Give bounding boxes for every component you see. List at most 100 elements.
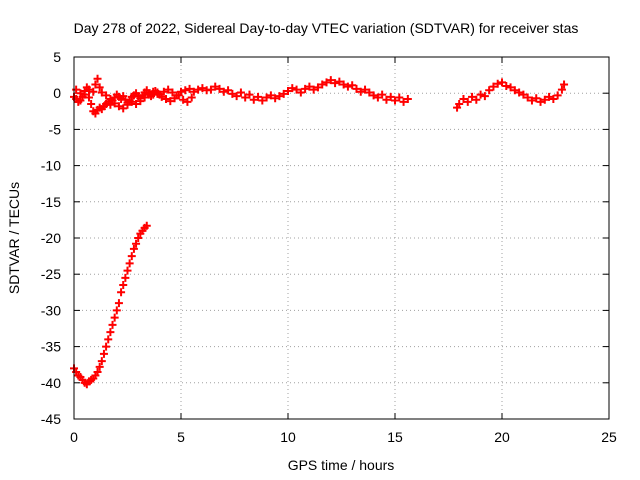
data-point — [279, 89, 288, 98]
data-point — [84, 93, 93, 102]
data-point — [127, 252, 136, 261]
data-point — [532, 94, 541, 103]
data-point — [97, 357, 106, 366]
y-tick-label: -25 — [41, 266, 61, 282]
data-point — [89, 87, 98, 96]
data-point — [348, 81, 357, 90]
data-point — [326, 76, 335, 85]
chart-title: Day 278 of 2022, Sidereal Day-to-day VTE… — [74, 20, 579, 36]
data-point — [241, 93, 250, 102]
data-point — [523, 93, 532, 102]
data-point — [339, 80, 348, 89]
data-point — [498, 78, 506, 87]
data-point — [275, 92, 284, 101]
data-point — [236, 88, 245, 97]
data-point — [553, 91, 562, 100]
data-point — [144, 90, 153, 99]
y-tick-label: -15 — [41, 194, 61, 210]
data-point — [123, 100, 132, 109]
data-point — [254, 92, 263, 101]
data-point — [395, 93, 404, 102]
data-point — [110, 99, 119, 108]
data-point — [110, 313, 119, 322]
data-point — [313, 83, 322, 92]
data-point — [228, 89, 237, 98]
data-point — [132, 239, 141, 248]
x-tick-label: 20 — [494, 429, 510, 445]
data-point — [129, 244, 138, 253]
data-point — [510, 86, 519, 95]
y-tick-label: -30 — [41, 302, 61, 318]
data-point — [356, 87, 365, 96]
data-point — [493, 79, 502, 88]
data-point — [378, 90, 387, 99]
data-point — [489, 82, 498, 91]
data-point — [369, 91, 378, 100]
data-point — [480, 92, 489, 101]
data-point — [159, 87, 168, 96]
data-point — [140, 93, 149, 102]
data-point — [87, 100, 96, 109]
data-point — [198, 84, 207, 93]
data-point — [174, 91, 183, 100]
y-tick-label: -5 — [49, 121, 62, 137]
data-point — [335, 77, 344, 86]
data-point — [187, 93, 196, 102]
data-point — [97, 88, 106, 97]
data-point — [84, 85, 93, 94]
data-point — [391, 96, 399, 105]
data-point — [266, 91, 275, 100]
data-point — [459, 94, 468, 103]
data-point — [540, 95, 549, 104]
data-point — [104, 335, 113, 344]
data-point — [189, 87, 198, 96]
data-point — [527, 96, 536, 105]
x-tick-label: 25 — [601, 429, 617, 445]
data-point — [386, 92, 395, 101]
data-point — [136, 97, 145, 106]
data-point — [153, 89, 162, 98]
data-point — [352, 84, 361, 93]
data-point — [91, 80, 100, 89]
data-point — [185, 84, 194, 93]
y-tick-label: 0 — [53, 85, 61, 101]
data-point — [557, 85, 566, 94]
data-point — [288, 84, 297, 93]
data-point — [373, 93, 382, 102]
data-point — [106, 328, 115, 337]
data-point — [157, 92, 166, 101]
data-point — [206, 85, 215, 94]
data-point — [164, 85, 173, 94]
data-point — [305, 82, 314, 91]
data-point — [549, 94, 558, 103]
data-point — [170, 94, 179, 103]
data-point — [127, 97, 136, 106]
data-point — [119, 281, 128, 290]
data-point — [102, 91, 111, 100]
data-point — [365, 88, 374, 97]
data-point — [72, 85, 81, 94]
data-point — [309, 85, 318, 94]
data-point — [249, 95, 258, 104]
x-tick-label: 15 — [387, 429, 403, 445]
x-tick-label: 0 — [70, 429, 78, 445]
x-tick-label: 10 — [280, 429, 296, 445]
data-point — [183, 97, 192, 106]
data-point — [292, 85, 301, 94]
data-point — [93, 74, 102, 83]
data-point — [331, 79, 340, 88]
data-point — [194, 85, 203, 94]
data-point — [114, 299, 123, 308]
data-point — [519, 90, 528, 99]
data-point — [117, 288, 126, 297]
data-point — [485, 86, 494, 95]
data-point — [102, 342, 111, 351]
data-point — [284, 87, 292, 96]
data-point — [502, 81, 511, 90]
data-point — [134, 234, 143, 242]
data-point — [76, 89, 85, 98]
data-point — [179, 95, 188, 104]
data-point — [322, 78, 331, 87]
data-point — [106, 94, 115, 103]
